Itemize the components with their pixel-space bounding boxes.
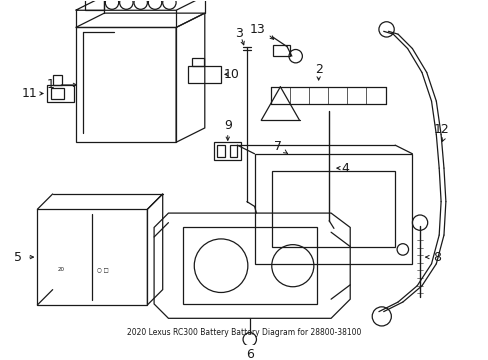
Text: ○ □: ○ □ (96, 267, 108, 273)
Text: 8: 8 (432, 251, 440, 264)
Text: 12: 12 (432, 123, 448, 136)
Text: 20: 20 (58, 267, 64, 273)
Bar (192, 58, 203, 66)
Bar (272, 45, 289, 56)
Text: 6: 6 (245, 348, 253, 360)
Text: 5: 5 (14, 251, 22, 264)
Bar (229, 145, 237, 157)
Bar (214, 142, 241, 159)
Text: 4: 4 (341, 162, 348, 175)
Text: 7: 7 (274, 140, 282, 153)
Text: 13: 13 (249, 23, 265, 36)
Text: 2: 2 (314, 63, 322, 76)
Text: 3: 3 (235, 27, 243, 40)
Text: 2020 Lexus RC300 Battery Battery Diagram for 28800-38100: 2020 Lexus RC300 Battery Battery Diagram… (126, 328, 361, 337)
Bar (53, 75, 62, 85)
Text: 9: 9 (224, 118, 231, 131)
Text: 10: 10 (223, 68, 239, 81)
Bar (217, 145, 224, 157)
Text: 1: 1 (47, 78, 55, 91)
Bar (85, 0, 104, 10)
Bar (187, 66, 221, 83)
Text: 11: 11 (22, 87, 38, 100)
